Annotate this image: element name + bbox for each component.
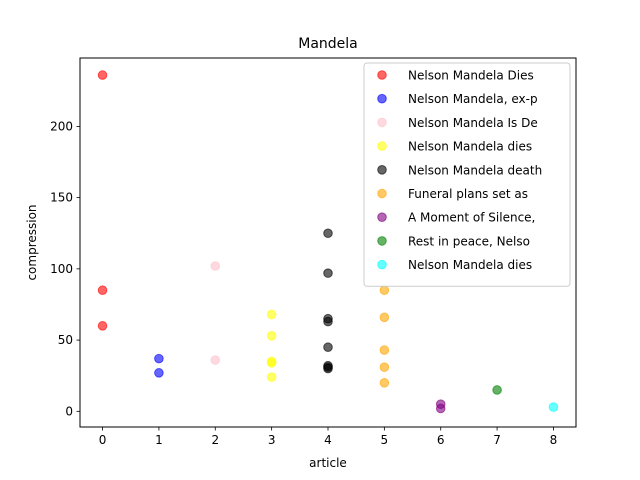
data-point — [379, 378, 390, 388]
legend-label: Nelson Mandela Dies — [408, 69, 534, 83]
legend-label: A Moment of Silence, — [408, 211, 535, 225]
plot-area — [97, 70, 559, 414]
x-tick-label: 7 — [493, 433, 501, 447]
x-tick-label: 1 — [155, 433, 163, 447]
legend-marker — [377, 165, 387, 175]
legend-label: Rest in peace, Nelso — [408, 234, 530, 248]
legend-marker — [377, 188, 387, 199]
data-point — [210, 355, 221, 365]
y-axis-label: compression — [25, 204, 39, 280]
data-point — [323, 342, 333, 353]
legend-marker — [377, 236, 387, 246]
legend: Nelson Mandela Dies Nelson Mandela, ex-p N… — [363, 62, 571, 287]
series-2 — [210, 261, 221, 365]
y-tick-label: 200 — [50, 119, 73, 133]
data-point — [154, 353, 164, 364]
series-3 — [266, 309, 277, 382]
legend-label: Nelson Mandela dies — [408, 140, 532, 154]
x-tick-label: 4 — [324, 433, 332, 447]
data-point — [266, 358, 277, 368]
y-tick-label: 50 — [58, 333, 73, 347]
legend-marker — [377, 259, 387, 270]
data-point — [97, 70, 108, 80]
series-0 — [97, 70, 108, 331]
y-tick-label: 0 — [65, 404, 73, 418]
chart-title: Mandela — [298, 36, 358, 52]
data-point — [548, 402, 559, 412]
legend-label: Nelson Mandela dies — [408, 258, 532, 272]
data-point — [379, 285, 390, 296]
y-tick-label: 100 — [50, 262, 73, 276]
data-point — [435, 403, 446, 414]
data-point — [323, 316, 333, 327]
data-point — [323, 228, 333, 239]
data-point — [210, 261, 221, 271]
data-point — [154, 368, 164, 378]
legend-label: Funeral plans set as — [408, 187, 528, 201]
data-point — [379, 312, 390, 323]
series-5 — [379, 285, 390, 388]
series-8 — [548, 402, 559, 412]
legend-marker — [377, 93, 387, 104]
legend-label: Nelson Mandela death — [408, 163, 542, 177]
data-point — [97, 321, 108, 331]
data-point — [379, 345, 390, 355]
data-point — [266, 331, 277, 341]
data-point — [492, 385, 502, 395]
legend-label: Nelson Mandela, ex-p — [408, 92, 538, 106]
data-point — [266, 372, 277, 382]
x-axis-label: article — [309, 456, 347, 470]
axis-ticks: 0 1 2 3 4 5 6 7 8 0 50 100 150 200 — [50, 119, 557, 447]
series-7 — [492, 385, 502, 395]
data-point — [97, 285, 108, 296]
x-tick-label: 2 — [211, 433, 219, 447]
series-6 — [435, 399, 446, 414]
data-point — [323, 362, 333, 372]
legend-label: Nelson Mandela Is De — [408, 116, 538, 130]
data-point — [266, 309, 277, 320]
x-tick-label: 3 — [268, 433, 276, 447]
series-4 — [323, 228, 333, 374]
legend-marker — [377, 212, 387, 222]
y-tick-label: 150 — [50, 191, 73, 205]
legend-frame — [363, 62, 571, 287]
legend-marker — [377, 141, 387, 151]
legend-marker — [377, 117, 387, 128]
series-1 — [154, 353, 164, 378]
data-point — [379, 362, 390, 372]
x-tick-label: 6 — [437, 433, 445, 447]
x-tick-label: 8 — [550, 433, 558, 447]
x-tick-label: 5 — [381, 433, 389, 447]
data-point — [323, 268, 333, 278]
legend-marker — [377, 70, 387, 80]
x-tick-label: 0 — [99, 433, 107, 447]
